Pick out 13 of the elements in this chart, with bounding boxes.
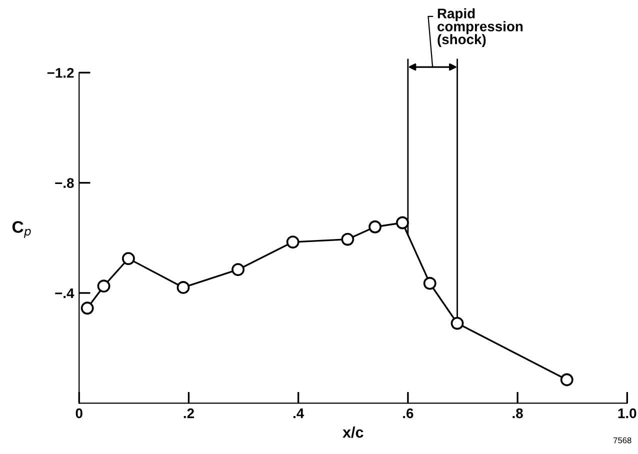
y-tick-label: −.4	[55, 288, 74, 298]
text: Rapid compression (shock)	[438, 8, 523, 48]
y-tick-label: −.8	[55, 178, 74, 188]
y-tick-label: −1.2	[47, 68, 74, 78]
x-tick-label: .6	[403, 408, 414, 418]
x-tick-label: 1.0	[618, 408, 636, 418]
x-tick-label: .4	[293, 408, 304, 418]
x-tick-label: 0	[76, 408, 82, 418]
x-tick-label: .2	[184, 408, 194, 418]
y-axis-title: C$_{p}$	[12, 221, 31, 238]
text: 7568	[614, 437, 632, 444]
x-tick-label: .8	[512, 408, 523, 418]
x-axis-title: x/c	[342, 426, 364, 438]
